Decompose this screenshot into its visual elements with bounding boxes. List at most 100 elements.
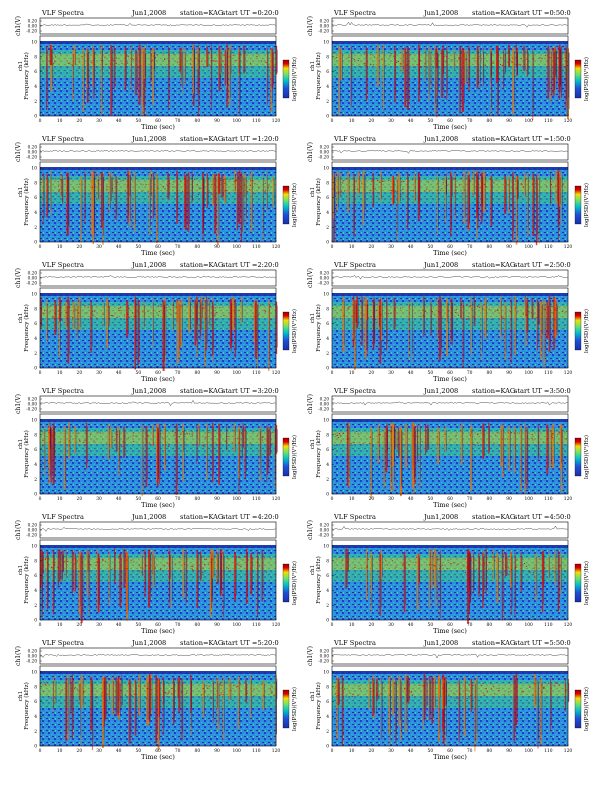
sferic-streak	[118, 426, 120, 465]
sferic-streak-shadow	[382, 554, 383, 578]
x-axis-label: Time (sec)	[433, 753, 467, 761]
spectral-speckle	[504, 182, 506, 184]
sferic-streak-shadow	[94, 51, 95, 93]
sferic-streak	[53, 423, 55, 458]
spectral-speckle	[483, 304, 485, 306]
spectral-speckle	[229, 178, 231, 180]
freq-axis-label: Frequency (kHz)	[23, 304, 30, 352]
sferic-streak-shadow	[136, 302, 137, 360]
x-tick-label: 120	[564, 749, 573, 754]
sferic-streak	[417, 553, 419, 610]
spectral-speckle	[555, 191, 557, 193]
spectral-speckle	[516, 697, 518, 699]
sferic-streak-shadow	[557, 305, 558, 333]
sferic-streak-shadow	[236, 556, 237, 596]
sferic-streak-shadow	[160, 427, 161, 476]
sferic-streak	[238, 48, 239, 75]
sferic-streak	[97, 549, 99, 611]
spectral-speckle	[375, 319, 377, 320]
sferic-streak	[523, 46, 525, 72]
freq-tick-label: 0	[326, 241, 329, 246]
sferic-streak	[62, 175, 63, 204]
spectral-speckle	[463, 189, 465, 191]
spectral-speckle	[466, 304, 468, 306]
spectrogram-high-band	[332, 432, 568, 444]
spectral-speckle	[359, 443, 361, 445]
sferic-streak	[101, 172, 103, 228]
colorbar	[282, 689, 290, 729]
sferic-streak-shadow	[219, 427, 221, 477]
spectral-speckle	[500, 571, 502, 573]
sferic-streak	[97, 553, 100, 613]
sferic-streak	[558, 173, 559, 240]
spectral-speckle	[233, 684, 235, 686]
x-tick-label: 90	[506, 623, 512, 628]
spectral-speckle	[54, 562, 56, 564]
spectral-speckle	[247, 559, 249, 561]
sferic-streak	[537, 298, 538, 351]
spectral-speckle	[376, 692, 378, 694]
spectral-speckle	[521, 691, 523, 693]
sferic-streak-shadow	[539, 305, 540, 325]
spectral-speckle	[516, 559, 518, 561]
sferic-streak	[559, 423, 562, 469]
sferic-streak-shadow	[44, 429, 46, 470]
x-tick-label: 10	[349, 749, 355, 754]
sferic-streak	[191, 171, 193, 203]
spectral-speckle	[408, 571, 410, 573]
spectrogram-cutoff-band	[40, 41, 276, 44]
spectral-speckle	[268, 185, 270, 187]
sferic-streak-shadow	[144, 52, 146, 107]
freq-tick-label: 8	[326, 685, 329, 690]
sferic-streak	[356, 296, 359, 329]
sferic-streak-shadow	[50, 426, 51, 449]
spectral-speckle	[140, 65, 142, 67]
spectral-speckle	[466, 318, 468, 320]
x-tick-label: 10	[349, 245, 355, 250]
spectral-speckle	[220, 682, 222, 684]
spectrogram-cutoff-band	[332, 671, 568, 674]
spectral-speckle	[363, 314, 365, 316]
sferic-streak	[437, 297, 438, 340]
sferic-streak	[548, 553, 550, 580]
spectral-speckle	[149, 443, 151, 445]
amp-tick-label: 0.00	[28, 150, 38, 155]
freq-tick-label: 4	[326, 589, 329, 594]
spectral-speckle	[115, 57, 117, 59]
spectral-speckle	[223, 54, 225, 56]
sferic-streak-shadow	[557, 174, 558, 201]
spectral-speckle	[211, 559, 213, 561]
sferic-streak	[542, 300, 543, 338]
sferic-streak-shadow	[506, 556, 508, 576]
spectral-speckle	[527, 66, 529, 68]
sferic-streak	[239, 46, 240, 115]
spectral-speckle	[471, 432, 473, 434]
spectral-speckle	[457, 563, 459, 565]
spectral-speckle	[497, 52, 499, 54]
sferic-streak-shadow	[223, 178, 224, 198]
spectral-speckle	[145, 184, 147, 186]
sferic-streak-shadow	[185, 53, 186, 81]
spectral-speckle	[251, 444, 253, 446]
spectral-speckle	[111, 569, 113, 571]
spectral-speckle	[389, 55, 391, 57]
sferic-streak-shadow	[52, 48, 53, 87]
sferic-streak	[508, 44, 510, 68]
spectral-speckle	[521, 183, 523, 185]
sferic-streak	[500, 425, 502, 467]
sferic-streak-shadow	[269, 304, 270, 361]
sferic-streak-shadow	[129, 174, 131, 196]
spectral-speckle	[532, 572, 534, 573]
sferic-streak	[179, 48, 181, 73]
sferic-streak	[396, 427, 397, 451]
panel-station: station=KAG	[472, 513, 515, 521]
sferic-streak	[188, 296, 191, 333]
sferic-streak	[58, 549, 61, 582]
sferic-streak	[332, 173, 335, 219]
sferic-streak	[439, 550, 441, 618]
freq-tick-label: 0	[34, 619, 37, 624]
panel-date: Jun1,2008	[131, 9, 166, 17]
sferic-streak-shadow	[213, 426, 214, 475]
spectral-speckle	[242, 434, 244, 436]
